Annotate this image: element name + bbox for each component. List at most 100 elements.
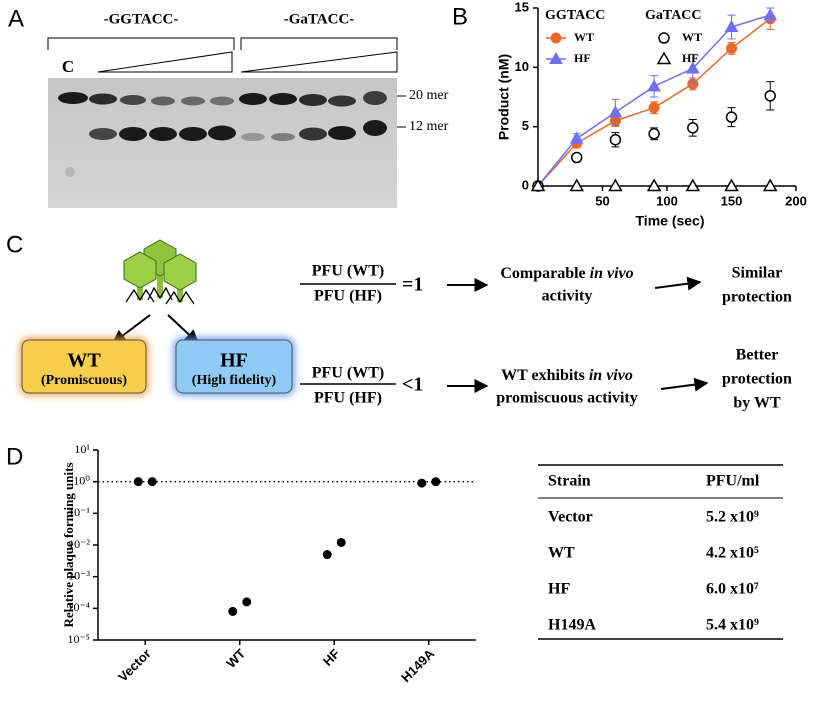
- outcome-line: protection: [722, 289, 792, 306]
- marker: [608, 105, 623, 118]
- y-axis-title: Relative plaque forming units: [61, 462, 76, 627]
- table-cell: 4.2 x10⁵: [706, 545, 759, 562]
- box-subtitle: (Promiscuous): [41, 373, 127, 388]
- legend-marker: [550, 32, 562, 44]
- effect-italic: in vivo: [590, 265, 634, 282]
- y-tick-label: 5: [522, 118, 529, 133]
- table-cell: HF: [548, 581, 570, 598]
- effect-line: WT exhibits in vivo: [501, 367, 633, 384]
- data-point: [242, 597, 252, 607]
- outcome-line: Better: [736, 347, 779, 364]
- fraction-numerator: PFU (WT): [312, 365, 384, 382]
- x-axis-title: Time (sec): [636, 213, 705, 229]
- panel-label: C: [6, 231, 23, 258]
- legend-marker: [656, 51, 672, 65]
- control-label: C: [62, 57, 74, 76]
- marker: [685, 178, 701, 192]
- y-tick-label: 10⁻¹: [68, 505, 90, 519]
- data-point: [133, 477, 143, 487]
- gel-bands: [58, 91, 387, 177]
- marker: [648, 102, 660, 114]
- bracket: [47, 37, 398, 50]
- legend-label: WT: [574, 30, 594, 44]
- marker: [646, 178, 662, 192]
- y-tick-label: 10⁻²: [68, 537, 90, 551]
- y-tick-label: 15: [515, 0, 529, 14]
- marker: [569, 131, 584, 144]
- arrow: [654, 276, 702, 291]
- effect-line: activity: [542, 288, 593, 305]
- diagram-panel: WT (Promiscuous) HF (High fidelity) PFU …: [20, 239, 792, 412]
- effect-line: promiscuous activity: [496, 390, 637, 407]
- outcome-line: Similar: [732, 265, 783, 282]
- x-tick-label: Vector: [115, 646, 154, 685]
- table-cell: WT: [548, 545, 575, 562]
- box-title: HF: [220, 350, 248, 372]
- data-point: [147, 477, 157, 487]
- y-tick-label: 10⁰: [73, 473, 90, 487]
- fraction-denominator: PFU (HF): [314, 288, 382, 305]
- marker: [685, 61, 700, 74]
- gradient-wedge: [97, 51, 398, 73]
- marker: [725, 111, 738, 123]
- y-tick-label: 10⁻⁵: [67, 632, 90, 646]
- x-tick-label: WT: [223, 646, 248, 671]
- y-tick-label: 0: [522, 177, 529, 192]
- outcome-line: protection: [722, 371, 792, 388]
- y-tick-label: 10⁻³: [68, 568, 90, 582]
- legend-label: HF: [682, 51, 699, 65]
- data-point: [431, 477, 441, 487]
- y-tick-label: 10⁻⁴: [67, 600, 90, 614]
- fraction-denominator: PFU (HF): [314, 390, 382, 407]
- legend-marker: [549, 51, 563, 64]
- data-point: [336, 537, 346, 547]
- marker: [608, 178, 623, 192]
- marker: [647, 79, 661, 92]
- marker: [648, 128, 660, 140]
- x-tick-label: 50: [595, 193, 609, 208]
- gel-label: -GGTACC-: [104, 11, 179, 27]
- x-tick-label: H149A: [398, 646, 438, 686]
- marker: [764, 90, 776, 102]
- effect-italic: in vivo: [589, 367, 633, 384]
- x-tick-label: 200: [785, 193, 807, 208]
- kinetics-chart: Time (sec) Product (nM) 0 5 10 15 50 100 150 20…: [496, 0, 807, 229]
- outcome-line: by WT: [733, 395, 781, 412]
- panel-label: D: [6, 443, 23, 470]
- y-axis-title: Product (nM): [496, 54, 512, 140]
- legend-marker: [658, 32, 670, 44]
- relation: =1: [402, 274, 423, 296]
- table-cell: H149A: [548, 617, 596, 634]
- effect-line: Comparable in vivo: [500, 265, 633, 282]
- marker: [724, 178, 739, 192]
- legend-title: GaTACC: [645, 8, 702, 23]
- box-title: WT: [67, 350, 101, 372]
- marker: [762, 178, 778, 192]
- effect-text: WT exhibits: [501, 367, 589, 384]
- plaque-chart: Relative plaque forming units 10⁻⁵ 10⁻⁴ 10…: [61, 442, 476, 685]
- marker: [609, 133, 622, 146]
- legend-label: WT: [682, 30, 702, 44]
- data-point: [322, 550, 332, 560]
- gel-label: -GaTACC-: [284, 11, 355, 27]
- table-cell: 6.0 x10⁷: [706, 581, 759, 598]
- data-point: [228, 606, 238, 616]
- pfu-table: Strain PFU/ml Vector 5.2 x10⁹ WT 4.2 x10⁵ HF 6.…: [538, 464, 783, 640]
- table-cell: 5.4 x10⁹: [706, 617, 759, 634]
- wt-box: [21, 339, 147, 394]
- marker: [687, 122, 699, 134]
- table-cell: Vector: [548, 509, 593, 526]
- panel-label: A: [8, 5, 24, 32]
- legend-title: GGTACC: [545, 8, 605, 23]
- box-subtitle: (High fidelity): [192, 373, 277, 388]
- band-label: 20 mer: [409, 88, 449, 103]
- effect-text: Comparable: [500, 265, 589, 282]
- hf-box: [175, 339, 293, 394]
- table-header: Strain: [548, 473, 591, 490]
- gel-panel: -GGTACC- -GaTACC- C 20 mer 12 mer: [47, 11, 449, 208]
- phage-icon: [123, 239, 197, 305]
- x-tick-label: HF: [320, 646, 343, 669]
- fraction-numerator: PFU (WT): [312, 263, 384, 280]
- legend-label: HF: [574, 51, 591, 65]
